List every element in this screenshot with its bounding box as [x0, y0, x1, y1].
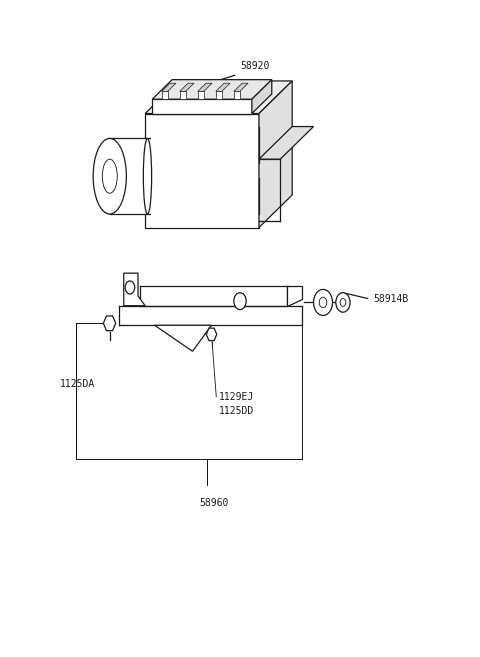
Bar — [119, 306, 301, 325]
Polygon shape — [259, 81, 292, 227]
Polygon shape — [124, 273, 145, 306]
Bar — [234, 91, 240, 99]
Circle shape — [234, 292, 246, 309]
Circle shape — [340, 298, 346, 306]
Polygon shape — [180, 83, 194, 91]
Circle shape — [313, 290, 333, 315]
Ellipse shape — [144, 139, 152, 214]
Polygon shape — [152, 79, 272, 99]
Polygon shape — [155, 325, 212, 351]
Text: 58920: 58920 — [240, 61, 269, 71]
Bar — [145, 114, 259, 227]
Polygon shape — [145, 81, 292, 114]
Circle shape — [319, 297, 327, 307]
Text: 58960: 58960 — [200, 498, 229, 508]
Bar — [216, 91, 222, 99]
Text: 1129EJ: 1129EJ — [219, 392, 254, 402]
Text: 58914B: 58914B — [373, 294, 408, 304]
Polygon shape — [259, 127, 313, 159]
Polygon shape — [288, 286, 301, 306]
Polygon shape — [162, 83, 176, 91]
Ellipse shape — [93, 139, 126, 214]
Polygon shape — [216, 83, 230, 91]
Bar — [162, 91, 168, 99]
Polygon shape — [198, 83, 212, 91]
Polygon shape — [234, 83, 248, 91]
Text: 1125DA: 1125DA — [60, 379, 95, 389]
Bar — [180, 91, 186, 99]
Bar — [198, 91, 204, 99]
Text: 1125DD: 1125DD — [219, 406, 254, 417]
Bar — [140, 286, 288, 306]
Circle shape — [125, 281, 135, 294]
Polygon shape — [252, 79, 272, 114]
Ellipse shape — [102, 159, 117, 193]
Bar — [110, 139, 150, 214]
Bar — [152, 99, 252, 114]
Circle shape — [336, 292, 350, 312]
